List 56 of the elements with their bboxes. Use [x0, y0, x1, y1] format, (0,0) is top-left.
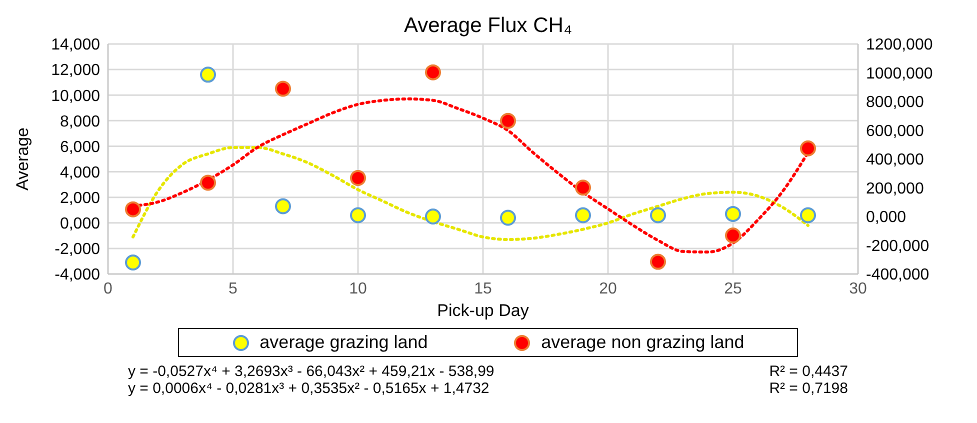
- y-tick-label: -2,000: [54, 241, 100, 258]
- y-tick-label: 6,000: [60, 138, 100, 156]
- point: [200, 174, 216, 191]
- legend-label: average grazing land: [260, 332, 428, 353]
- point: [425, 208, 441, 224]
- x-tick-label: 20: [599, 280, 617, 298]
- text: y = 0,0006x⁴ - 0,0281x³ + 0,3535x² - 0,5165x + 1,4732: [128, 380, 490, 397]
- y2-tick-label: 600,000: [866, 122, 924, 140]
- x-tick-label: 5: [228, 280, 238, 298]
- y2-tick-label: 400,000: [866, 152, 924, 169]
- line-series: [132, 146, 810, 241]
- y-tick-label: 14,000: [51, 36, 100, 54]
- y2-tick-label: -400,000: [866, 266, 930, 284]
- point: [800, 140, 816, 156]
- chart-title: Average Flux CH₄: [404, 14, 572, 37]
- point: [500, 112, 516, 129]
- point: [800, 207, 816, 224]
- point: [650, 207, 666, 224]
- point: [350, 170, 366, 186]
- point: [650, 254, 666, 270]
- y-tick-label: 8,000: [60, 113, 100, 130]
- point: [275, 198, 291, 214]
- point: [725, 227, 741, 244]
- y2-tick-label: 1000,000: [866, 65, 933, 82]
- point: [125, 201, 141, 218]
- point: [575, 207, 591, 224]
- point: [125, 254, 141, 270]
- y2-tick-label: 800,000: [866, 94, 924, 112]
- y2-tick-label: 0,000: [866, 209, 906, 226]
- point: [725, 206, 741, 222]
- x-tick-label: 30: [849, 280, 867, 298]
- y-tick-label: 4,000: [60, 164, 100, 182]
- y-tick-label: 10,000: [51, 88, 100, 105]
- point: [575, 180, 591, 196]
- y-tick-label: 2,000: [60, 190, 100, 208]
- text: R² = 0,7198: [769, 380, 848, 397]
- point: [275, 80, 291, 97]
- point: [500, 210, 516, 226]
- x-tick-label: 25: [724, 280, 742, 298]
- y2-tick-label: -200,000: [866, 238, 930, 255]
- y-tick-label: -4,000: [54, 266, 100, 284]
- point: [350, 207, 366, 224]
- text: R² = 0,4437: [769, 363, 848, 380]
- x-tick-label: 15: [474, 280, 492, 298]
- text: y = -0,0527x⁴ + 3,2693x³ - 66,043x² + 459,21x - 538,99: [128, 363, 496, 380]
- x-tick-label: 10: [349, 280, 367, 298]
- point: [425, 64, 441, 80]
- x-axis-title: Pick-up Day: [437, 301, 530, 320]
- y-tick-label: 12,000: [51, 62, 100, 80]
- point: [200, 66, 216, 83]
- y2-tick-label: 200,000: [866, 180, 924, 198]
- y2-tick-label: 1200,000: [866, 36, 933, 54]
- y-axis-title: Average: [13, 127, 32, 191]
- y-tick-label: 0,000: [60, 216, 100, 233]
- legend-label: average non grazing land: [541, 332, 744, 353]
- x-tick-label: 0: [104, 280, 113, 298]
